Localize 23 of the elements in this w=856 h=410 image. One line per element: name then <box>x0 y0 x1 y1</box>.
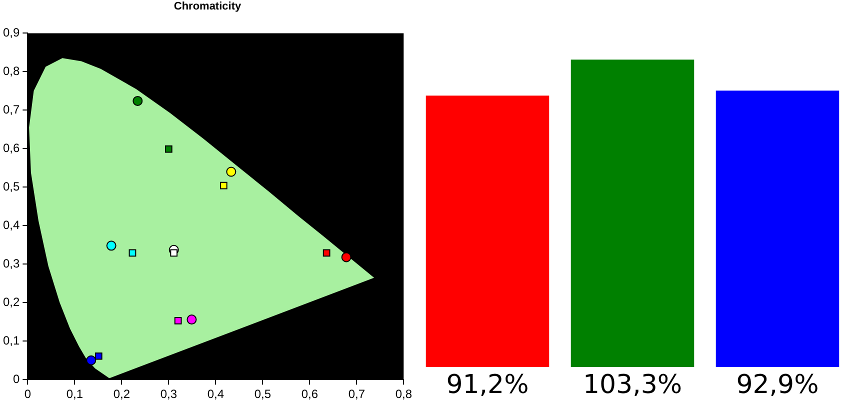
x-tick-label: 0,5 <box>254 387 272 402</box>
y-tick-label: 0,7 <box>2 102 20 116</box>
y-tick-label: 0,5 <box>2 179 20 194</box>
x-tick-label: 0,4 <box>207 387 224 402</box>
data-label: 92,9% <box>736 370 819 400</box>
x-tick-label: 0,6 <box>301 387 318 402</box>
data-label: 91,2% <box>446 370 529 400</box>
y-tick-label: 0,1 <box>2 333 20 348</box>
y-tick-label: 0,2 <box>2 294 20 309</box>
x-tick-label: 0,1 <box>66 387 84 402</box>
y-tick-label: 0,4 <box>2 218 20 232</box>
x-tick-label: 0,8 <box>395 387 412 402</box>
x-tick-label: 0,7 <box>348 387 366 402</box>
x-tick-label: 0 <box>24 387 32 402</box>
y-tick-label: 0,6 <box>2 140 20 155</box>
y-tick-label: 0,9 <box>2 26 20 40</box>
data-label: 103,3% <box>582 370 682 400</box>
chart-title: Chromaticity <box>174 0 242 13</box>
y-tick-label: 0,3 <box>2 256 20 270</box>
y-tick-label: 0,8 <box>2 64 20 78</box>
x-tick-label: 0,3 <box>160 387 178 402</box>
y-tick-label: 0 <box>12 372 20 386</box>
x-tick-label: 0,2 <box>113 387 130 402</box>
